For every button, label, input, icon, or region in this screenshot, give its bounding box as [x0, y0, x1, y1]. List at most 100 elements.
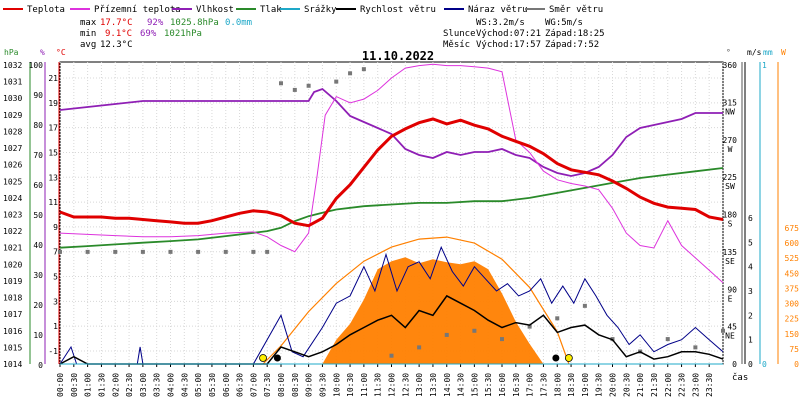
tick-humidity: 20	[33, 301, 43, 310]
tick-humidity: 60	[33, 181, 43, 190]
tick-x: 03:00	[139, 373, 148, 397]
tick-solar: 450	[785, 269, 800, 278]
tick-x: 02:30	[125, 373, 134, 397]
tick-x: 11:30	[374, 373, 383, 397]
tick-pressure: 1030	[3, 94, 22, 103]
tick-wind: 2	[748, 311, 753, 320]
moonrise-marker	[552, 354, 560, 362]
tick-pressure: 1022	[3, 227, 22, 236]
tick-x: 05:30	[208, 373, 217, 397]
tick-pressure: 1021	[3, 244, 22, 253]
tick-solar: 525	[785, 254, 800, 263]
tick-temperature: 1	[53, 322, 58, 331]
point-wind-direction	[265, 249, 270, 254]
chart-title: 11.10.2022	[362, 49, 434, 63]
tick-x: 04:30	[180, 373, 189, 397]
unit-ms: m/s	[747, 48, 762, 57]
series-solar	[322, 257, 544, 364]
legend-label-1: Přízemní teplota	[94, 5, 181, 15]
tick-x: 20:30	[622, 373, 631, 397]
stats-block: max 17.7°C 92% 1025.8hPa 0.0mm min 9.1°C…	[80, 18, 252, 50]
tick-pressure: 1029	[3, 111, 22, 120]
tick-x: 22:00	[664, 373, 673, 397]
tick-x: 12:30	[401, 373, 410, 397]
tick-x: 01:00	[84, 373, 93, 397]
tick-direction: 270	[723, 136, 738, 145]
tick-x: 06:30	[236, 373, 245, 397]
point-wind-direction	[665, 337, 670, 342]
tick-x: 08:30	[291, 373, 300, 397]
unit-pct: %	[40, 48, 45, 57]
point-wind-direction	[693, 345, 698, 350]
series-ground-temperature	[59, 63, 724, 284]
point-wind-direction	[306, 83, 311, 88]
tick-pressure: 1031	[3, 78, 22, 87]
tick-direction: 360	[723, 61, 738, 70]
tick-x: 13:30	[429, 373, 438, 397]
sun-label: Slunce	[443, 29, 476, 39]
tick-x: 07:30	[263, 373, 272, 397]
tick-solar: 300	[785, 300, 800, 309]
tick-x: 15:00	[470, 373, 479, 397]
point-wind-direction	[389, 353, 394, 358]
tick-humidity: 80	[33, 121, 43, 130]
sunrise-info: Východ:07:21	[476, 29, 541, 39]
point-wind-direction	[196, 249, 201, 254]
tick-temperature: 9	[53, 223, 58, 232]
tick-wind: 6	[748, 214, 753, 223]
unit-degc: °C	[56, 48, 66, 57]
point-wind-direction	[348, 71, 353, 76]
unit-mm: mm	[763, 48, 773, 57]
tick-solar: 75	[789, 345, 799, 354]
stat-min-temp: 9.1°C	[105, 29, 132, 39]
tick-pressure: 1032	[3, 61, 22, 70]
tick-direction: 180	[723, 211, 738, 220]
unit-hpa: hPa	[4, 48, 19, 57]
tick-x: 14:00	[443, 373, 452, 397]
tick-humidity: 50	[33, 211, 43, 220]
point-wind-direction	[444, 332, 449, 337]
tick-pressure: 1018	[3, 294, 22, 303]
tick-pressure: 1028	[3, 127, 22, 136]
tick-direction: 90	[727, 285, 737, 294]
tick-solar: 0	[794, 360, 799, 369]
series-solar-max	[262, 236, 570, 365]
tick-x: 17:00	[526, 373, 535, 397]
tick-x: 13:00	[415, 373, 424, 397]
tick-direction-label: SE	[725, 257, 735, 266]
sunset-info: Západ:18:25	[545, 29, 605, 39]
point-wind-direction	[140, 249, 145, 254]
tick-direction-label: NW	[725, 107, 735, 116]
legend: Teplota Přízemní teplota Vlhkost Tlak Srážky…	[3, 5, 603, 15]
point-wind-direction	[527, 324, 532, 329]
tick-x: 11:00	[360, 373, 369, 397]
point-wind-direction	[168, 249, 173, 254]
point-wind-direction	[58, 249, 62, 254]
stat-avg-temp: 12.3°C	[100, 40, 133, 50]
moonset-marker	[273, 354, 281, 362]
tick-pressure: 1024	[3, 194, 22, 203]
axis-unit-labels: hPa % °C ° m/s mm W	[4, 48, 786, 57]
tick-x: 02:00	[111, 373, 120, 397]
tick-x: 07:00	[249, 373, 258, 397]
tick-x: 21:30	[650, 373, 659, 397]
tick-x: 15:30	[484, 373, 493, 397]
tick-x: 21:00	[636, 373, 645, 397]
tick-pressure: 1025	[3, 177, 22, 186]
plot-area	[58, 63, 725, 365]
stat-min-label: min	[80, 29, 96, 39]
tick-x: 00:00	[56, 373, 65, 397]
tick-temperature: -1	[48, 347, 58, 356]
tick-x: 18:30	[567, 373, 576, 397]
tick-humidity: 10	[33, 331, 43, 340]
tick-rain: 1	[762, 61, 767, 70]
point-wind-direction	[85, 249, 90, 254]
tick-temperature: 17	[48, 124, 58, 133]
unit-w: W	[781, 48, 786, 57]
point-wind-direction	[334, 79, 339, 84]
tick-humidity: 40	[33, 241, 43, 250]
tick-x: 09:00	[305, 373, 314, 397]
tick-wind: 1	[748, 336, 753, 345]
tick-direction: 135	[723, 248, 738, 257]
